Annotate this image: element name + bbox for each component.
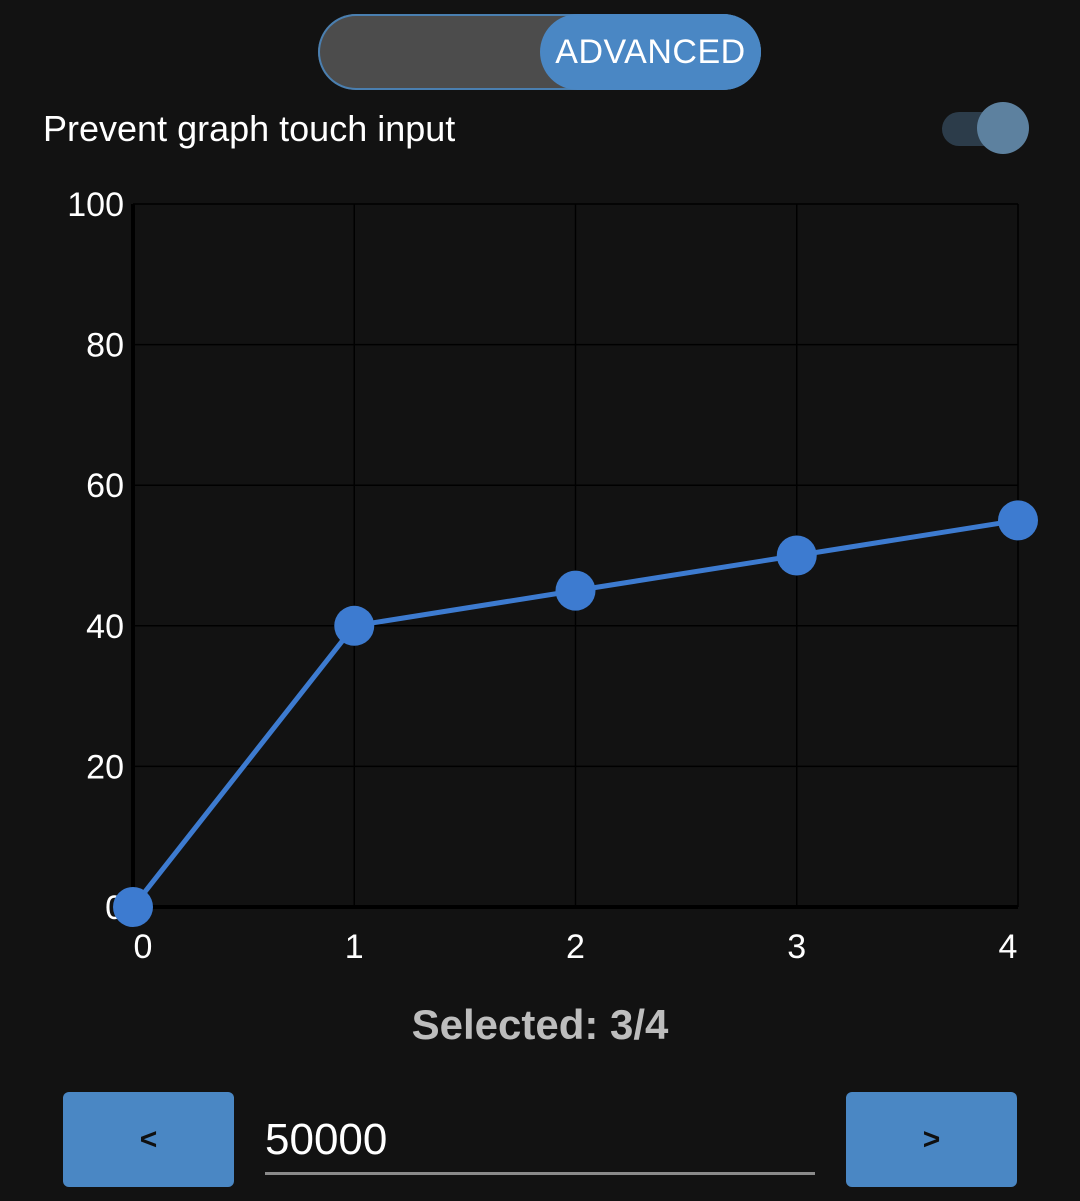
y-tick-label: 40 [86, 608, 124, 646]
x-tick-label: 2 [566, 928, 585, 966]
next-point-button[interactable]: > [846, 1092, 1017, 1187]
data-point[interactable] [334, 605, 375, 646]
x-tick-label: 1 [345, 928, 364, 966]
y-tick-label: 60 [86, 467, 124, 505]
prevent-touch-label: Prevent graph touch input [43, 108, 456, 149]
mode-segment-advanced[interactable]: ADVANCED [540, 14, 761, 90]
data-point[interactable] [113, 887, 153, 927]
data-point[interactable] [555, 570, 596, 611]
line-chart[interactable]: 02040608010001234 [0, 180, 1080, 980]
x-tick-label: 4 [999, 928, 1018, 966]
y-tick-label: 20 [86, 748, 124, 786]
y-tick-label: 80 [86, 327, 124, 365]
y-tick-label: 100 [67, 186, 124, 224]
prevent-touch-switch[interactable] [942, 102, 1032, 154]
x-tick-label: 0 [134, 928, 153, 966]
data-point[interactable] [776, 535, 817, 576]
data-point[interactable] [998, 500, 1038, 541]
mode-segment-basic[interactable] [318, 14, 540, 90]
switch-thumb[interactable] [977, 102, 1029, 154]
previous-point-button[interactable]: < [63, 1092, 234, 1187]
point-value-input[interactable]: 50000 [265, 1108, 815, 1175]
x-tick-label: 3 [787, 928, 806, 966]
selected-point-label: Selected: 3/4 [411, 1001, 669, 1048]
